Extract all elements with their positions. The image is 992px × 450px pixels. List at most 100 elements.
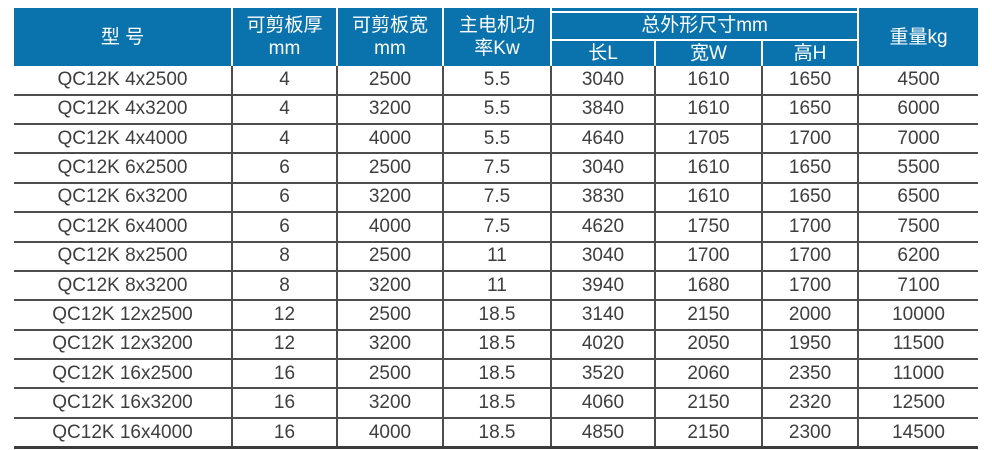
header-width-w: 宽W — [654, 41, 762, 67]
header-weight: 重量kg — [857, 8, 979, 67]
value-cell: 4060 — [550, 388, 655, 419]
value-cell: 4500 — [857, 66, 979, 96]
value-cell: 3200 — [336, 329, 443, 361]
value-cell: 12500 — [857, 388, 979, 419]
value-cell: 5500 — [857, 153, 979, 184]
value-cell: 6000 — [857, 94, 979, 125]
value-cell: 3200 — [336, 388, 443, 419]
model-cell: QC12K 12x2500 — [14, 300, 232, 331]
value-cell: 4620 — [550, 212, 655, 243]
header-height-h: 高H — [760, 41, 859, 67]
header-cut-width-label: 可剪板宽 — [351, 14, 428, 36]
header-model: 型 号 — [14, 8, 232, 67]
value-cell: 5.5 — [442, 66, 551, 96]
model-cell: QC12K 8x3200 — [14, 270, 232, 302]
spec-table-body: QC12K 4x2500 4 2500 5.5 3040 1610 1650 4500 QC12… — [14, 66, 979, 450]
header-cut-width: 可剪板宽 mm — [336, 8, 443, 67]
value-cell: 1700 — [760, 241, 859, 272]
model-cell: QC12K 6x4000 — [14, 212, 232, 243]
table-header: 型 号 可剪板厚 mm 可剪板宽 mm 主电机功 率Kw 总外形尺寸mm — [14, 8, 979, 67]
value-cell: 7.5 — [442, 182, 551, 214]
header-cut-thickness-unit: mm — [268, 38, 301, 60]
value-cell: 2150 — [654, 300, 762, 331]
value-cell: 1650 — [760, 182, 859, 214]
value-cell: 1650 — [760, 153, 859, 184]
value-cell: 2500 — [336, 241, 443, 272]
value-cell: 4 — [231, 66, 337, 96]
value-cell: 1700 — [760, 123, 859, 155]
header-length-label: 长L — [588, 43, 618, 65]
value-cell: 7500 — [857, 212, 979, 243]
model-cell: QC12K 4x2500 — [14, 66, 232, 96]
value-cell: 3830 — [550, 182, 655, 214]
value-cell: 16 — [231, 359, 337, 390]
value-cell: 3040 — [550, 241, 655, 272]
table-row: QC12K 16x4000 16 4000 18.5 4850 2150 2300 14500 — [14, 417, 979, 450]
value-cell: 4850 — [550, 417, 655, 450]
value-cell: 2150 — [654, 388, 762, 419]
value-cell: 2500 — [336, 300, 443, 331]
value-cell: 16 — [231, 388, 337, 419]
value-cell: 16 — [231, 417, 337, 450]
table-row: QC12K 8x3200 8 3200 11 3940 1680 1700 7100 — [14, 270, 979, 302]
model-cell: QC12K 16x4000 — [14, 417, 232, 450]
model-cell: QC12K 4x3200 — [14, 94, 232, 125]
value-cell: 3940 — [550, 270, 655, 302]
model-cell: QC12K 6x3200 — [14, 182, 232, 214]
value-cell: 1700 — [760, 270, 859, 302]
value-cell: 18.5 — [442, 329, 551, 361]
header-dimensions-group: 总外形尺寸mm — [549, 8, 859, 42]
value-cell: 7100 — [857, 270, 979, 302]
value-cell: 4000 — [336, 123, 443, 155]
value-cell: 2500 — [336, 66, 443, 96]
value-cell: 3840 — [550, 94, 655, 125]
header-motor-power-line2: 率Kw — [474, 38, 520, 60]
header-weight-label: 重量kg — [889, 26, 948, 48]
value-cell: 1610 — [654, 66, 762, 96]
value-cell: 3140 — [550, 300, 655, 331]
value-cell: 3200 — [336, 270, 443, 302]
value-cell: 3200 — [336, 182, 443, 214]
value-cell: 5.5 — [442, 123, 551, 155]
value-cell: 4000 — [336, 212, 443, 243]
value-cell: 1680 — [654, 270, 762, 302]
model-cell: QC12K 16x3200 — [14, 388, 232, 419]
value-cell: 3200 — [336, 94, 443, 125]
value-cell: 3520 — [550, 359, 655, 390]
value-cell: 18.5 — [442, 417, 551, 450]
value-cell: 1610 — [654, 182, 762, 214]
model-cell: QC12K 8x2500 — [14, 241, 232, 272]
value-cell: 6 — [231, 212, 337, 243]
value-cell: 3040 — [550, 66, 655, 96]
value-cell: 1700 — [760, 212, 859, 243]
value-cell: 1700 — [654, 241, 762, 272]
value-cell: 7000 — [857, 123, 979, 155]
header-motor-power: 主电机功 率Kw — [442, 8, 551, 67]
machine-spec-table: 型 号 可剪板厚 mm 可剪板宽 mm 主电机功 率Kw 总外形尺寸mm — [14, 8, 979, 450]
header-width-w-label: 宽W — [690, 43, 727, 65]
table-row: QC12K 6x4000 6 4000 7.5 4620 1750 1700 7500 — [14, 212, 979, 243]
value-cell: 3040 — [550, 153, 655, 184]
header-model-label: 型 号 — [100, 26, 145, 48]
value-cell: 2150 — [654, 417, 762, 450]
value-cell: 5.5 — [442, 94, 551, 125]
table-row: QC12K 8x2500 8 2500 11 3040 1700 1700 6200 — [14, 241, 979, 272]
table-row: QC12K 4x4000 4 4000 5.5 4640 1705 1700 7000 — [14, 123, 979, 155]
value-cell: 4000 — [336, 417, 443, 450]
value-cell: 2500 — [336, 359, 443, 390]
table-row: QC12K 6x3200 6 3200 7.5 3830 1610 1650 6500 — [14, 182, 979, 214]
value-cell: 4 — [231, 94, 337, 125]
model-cell: QC12K 12x3200 — [14, 329, 232, 361]
value-cell: 2300 — [760, 417, 859, 450]
spec-table-container: 型 号 可剪板厚 mm 可剪板宽 mm 主电机功 率Kw 总外形尺寸mm — [14, 8, 979, 450]
value-cell: 18.5 — [442, 300, 551, 331]
value-cell: 1610 — [654, 94, 762, 125]
header-length: 长L — [550, 41, 655, 67]
value-cell: 6 — [231, 182, 337, 214]
table-row: QC12K 4x2500 4 2500 5.5 3040 1610 1650 4500 — [14, 66, 979, 96]
value-cell: 2050 — [654, 329, 762, 361]
value-cell: 10000 — [857, 300, 979, 331]
value-cell: 1610 — [654, 153, 762, 184]
header-cut-thickness-label: 可剪板厚 — [246, 14, 323, 36]
value-cell: 6 — [231, 153, 337, 184]
